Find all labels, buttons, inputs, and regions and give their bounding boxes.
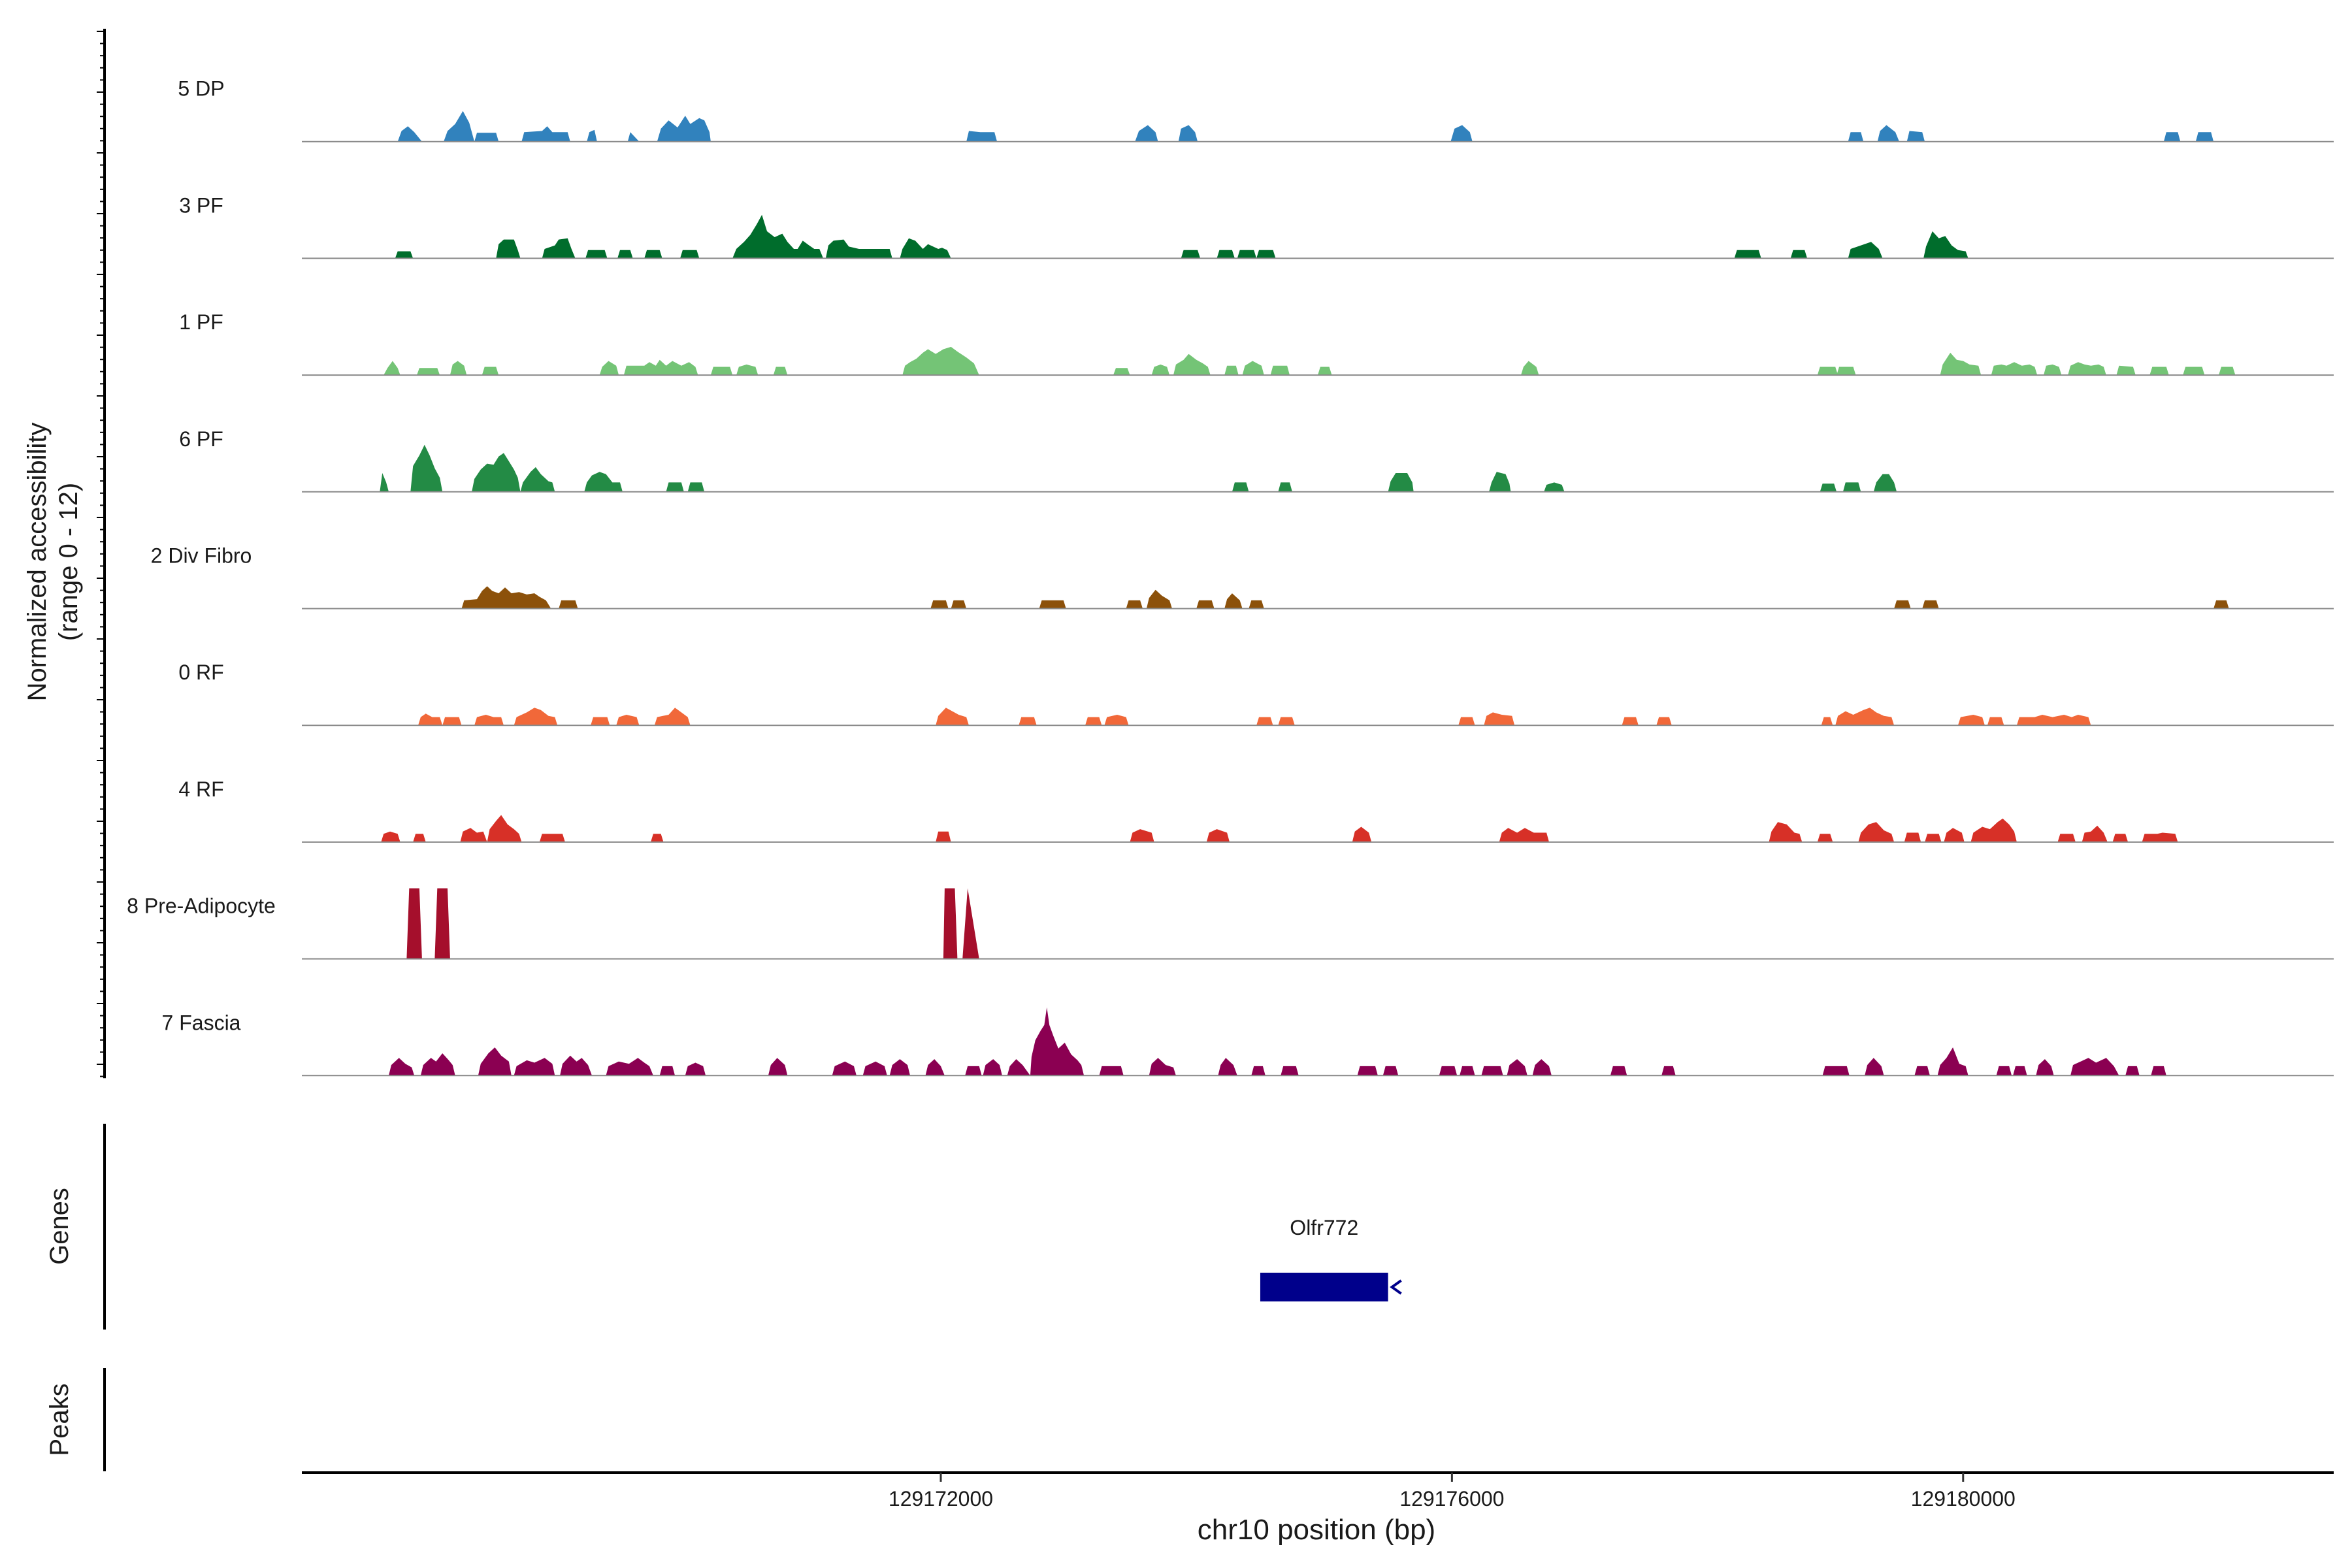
- track-label-7-fascia: 7 Fascia: [162, 1011, 241, 1034]
- track-label-2-div-fibro: 2 Div Fibro: [151, 544, 252, 568]
- track-label-1-pf: 1 PF: [179, 310, 223, 334]
- track-label-5-dp: 5 DP: [178, 77, 224, 101]
- gene-annotations: Olfr772: [1260, 1216, 1402, 1301]
- track-5-dp: 5 DP: [178, 77, 2334, 142]
- track-label-0-rf: 0 RF: [178, 661, 223, 684]
- coverage-area-4-rf: [381, 815, 2178, 842]
- gene-body-olfr772: [1260, 1273, 1388, 1301]
- track-1-pf: 1 PF: [179, 310, 2334, 376]
- coverage-y-axis-title-line2: (range 0 - 12): [54, 483, 83, 641]
- coverage-y-axis: [97, 29, 106, 1079]
- track-label-3-pf: 3 PF: [179, 193, 223, 217]
- coverage-tracks: 5 DP 3 PF 1 PF 6 PF 2 Div Fibro 0 RF 4 RF 8 Pre…: [127, 77, 2334, 1077]
- x-axis-title: chr10 position (bp): [1198, 1514, 1435, 1546]
- track-3-pf: 3 PF: [179, 193, 2334, 259]
- coverage-area-6-pf: [380, 444, 1897, 492]
- track-6-pf: 6 PF: [179, 427, 2334, 493]
- track-label-4-rf: 4 RF: [178, 777, 223, 801]
- x-axis-tick-label: 129176000: [1399, 1487, 1504, 1511]
- gene-label-olfr772: Olfr772: [1290, 1216, 1358, 1239]
- x-axis-tick-label: 129180000: [1911, 1487, 2016, 1511]
- track-4-rf: 4 RF: [178, 777, 2334, 843]
- coverage-area-8-pre-adipocyte: [406, 888, 979, 959]
- track-8-pre-adipocyte: 8 Pre-Adipocyte: [127, 888, 2334, 960]
- coverage-area-2-div-fibro: [461, 586, 2229, 609]
- x-axis-tick-label: 129172000: [889, 1487, 993, 1511]
- genes-track-label: Genes: [45, 1188, 74, 1265]
- coverage-area-1-pf: [384, 346, 2236, 376]
- coverage-area-7-fascia: [389, 1007, 2166, 1076]
- coverage-area-0-rf: [418, 708, 2091, 726]
- track-7-fascia: 7 Fascia: [162, 1007, 2334, 1077]
- track-0-rf: 0 RF: [178, 661, 2334, 727]
- coverage-area-3-pf: [395, 214, 1968, 259]
- coverage-area-5-dp: [397, 110, 2214, 142]
- track-2-div-fibro: 2 Div Fibro: [151, 544, 2334, 610]
- x-axis: 129172000 129176000 129180000: [302, 1471, 2334, 1511]
- track-label-6-pf: 6 PF: [179, 427, 223, 451]
- coverage-y-axis-title-line1: Normalized accessibility: [23, 423, 52, 702]
- peaks-track-label: Peaks: [45, 1383, 74, 1456]
- track-label-8-pre-adipocyte: 8 Pre-Adipocyte: [127, 894, 276, 918]
- gene-strand-arrow-olfr772: [1390, 1279, 1402, 1295]
